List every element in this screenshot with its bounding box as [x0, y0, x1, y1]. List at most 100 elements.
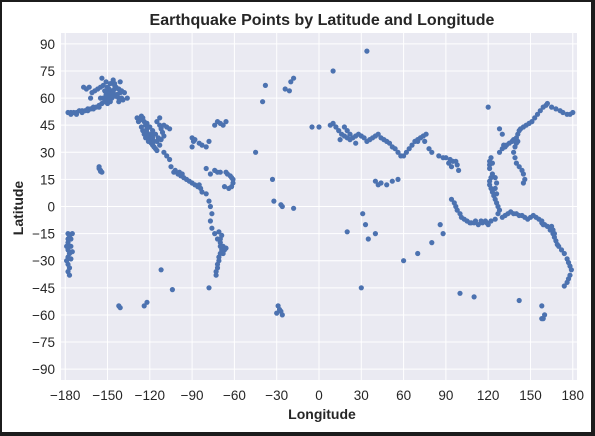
- data-point: [203, 191, 209, 197]
- data-point: [361, 135, 367, 141]
- data-point: [121, 90, 127, 96]
- data-point: [560, 109, 566, 116]
- x-tick-label: −120: [135, 388, 165, 403]
- data-point: [360, 211, 366, 217]
- data-point: [492, 216, 498, 222]
- y-tick-label: 45: [40, 118, 55, 133]
- data-point: [253, 149, 259, 155]
- gridlines: [61, 33, 577, 380]
- data-point: [212, 231, 218, 237]
- data-point: [362, 222, 369, 228]
- data-point: [216, 254, 222, 260]
- data-point: [403, 149, 409, 155]
- data-point: [169, 287, 175, 293]
- data-point: [520, 180, 527, 186]
- data-point: [157, 142, 163, 148]
- data-point: [468, 220, 474, 226]
- data-point: [68, 111, 74, 117]
- x-tick-label: −180: [50, 388, 80, 403]
- data-point: [274, 310, 280, 316]
- data-point: [154, 119, 160, 125]
- data-point: [103, 79, 109, 85]
- data-point: [384, 182, 390, 188]
- x-tick-label: 60: [396, 388, 411, 403]
- data-point: [199, 189, 205, 195]
- data-point: [141, 303, 147, 309]
- data-point: [341, 124, 347, 130]
- data-point: [551, 231, 558, 237]
- data-point: [212, 167, 218, 173]
- data-point: [365, 236, 371, 242]
- data-point: [134, 115, 140, 121]
- data-point: [81, 84, 87, 90]
- data-point: [511, 149, 517, 155]
- data-point: [372, 231, 378, 237]
- data-point: [144, 120, 150, 126]
- data-point: [278, 202, 284, 208]
- data-point: [561, 283, 567, 289]
- data-point: [223, 245, 229, 251]
- data-point: [262, 82, 268, 88]
- data-point: [112, 82, 118, 88]
- x-tick-label: −60: [223, 388, 246, 403]
- x-tick-label: 120: [477, 388, 500, 403]
- data-point: [330, 120, 336, 126]
- data-point: [564, 279, 570, 285]
- data-point: [203, 165, 209, 172]
- data-point: [288, 79, 294, 85]
- data-point: [117, 305, 123, 311]
- data-point: [161, 149, 167, 155]
- data-point: [147, 124, 153, 130]
- data-point: [260, 99, 266, 105]
- data-point: [561, 250, 567, 257]
- data-point: [489, 160, 495, 166]
- data-point: [220, 250, 226, 257]
- data-point: [97, 95, 104, 101]
- y-axis-label: Latitude: [10, 181, 26, 236]
- data-point: [492, 185, 498, 191]
- data-point: [120, 97, 126, 103]
- data-point: [515, 138, 521, 144]
- data-point: [475, 222, 481, 228]
- data-point: [206, 198, 212, 204]
- data-point: [415, 138, 421, 144]
- data-point: [217, 240, 223, 246]
- data-point: [378, 180, 384, 186]
- data-point: [353, 140, 359, 146]
- data-point: [485, 104, 491, 110]
- x-tick-label: 150: [519, 388, 542, 403]
- data-point: [395, 176, 401, 182]
- data-point: [454, 162, 460, 168]
- data-point: [158, 137, 164, 143]
- data-point: [570, 109, 576, 116]
- data-point: [207, 218, 213, 224]
- data-point: [164, 153, 170, 159]
- data-point: [196, 182, 202, 188]
- data-point: [386, 140, 393, 146]
- data-point: [212, 122, 218, 128]
- data-point: [172, 167, 178, 173]
- data-point: [426, 146, 432, 152]
- y-tick-label: −90: [32, 362, 55, 377]
- y-tick-labels: 90 75 60 45 30 15 0 −15 −30 −45 −60 −75 −90: [32, 37, 55, 377]
- data-point: [534, 111, 541, 117]
- x-tick-label: −30: [265, 388, 288, 403]
- x-tick-labels: −180 −150 −120 −90 −60 −30 0 30 60 90 120 150 180: [50, 388, 584, 403]
- data-point: [492, 175, 498, 181]
- data-point: [203, 144, 209, 150]
- chart-frame: −180 −150 −120 −90 −60 −30 0 30 60 90 120 150 180 90…: [2, 2, 591, 432]
- data-point: [230, 176, 236, 182]
- data-point: [291, 205, 297, 211]
- data-point: [69, 249, 75, 255]
- data-point: [488, 218, 494, 224]
- data-point: [85, 108, 91, 114]
- data-point: [104, 84, 111, 90]
- data-point: [316, 124, 322, 130]
- data-point: [494, 180, 500, 186]
- data-point: [276, 306, 283, 313]
- scatter-chart: −180 −150 −120 −90 −60 −30 0 30 60 90 120 150 180 90…: [10, 12, 584, 422]
- data-point: [291, 75, 297, 81]
- data-point: [568, 267, 575, 273]
- data-point: [553, 106, 559, 112]
- data-point: [154, 147, 160, 154]
